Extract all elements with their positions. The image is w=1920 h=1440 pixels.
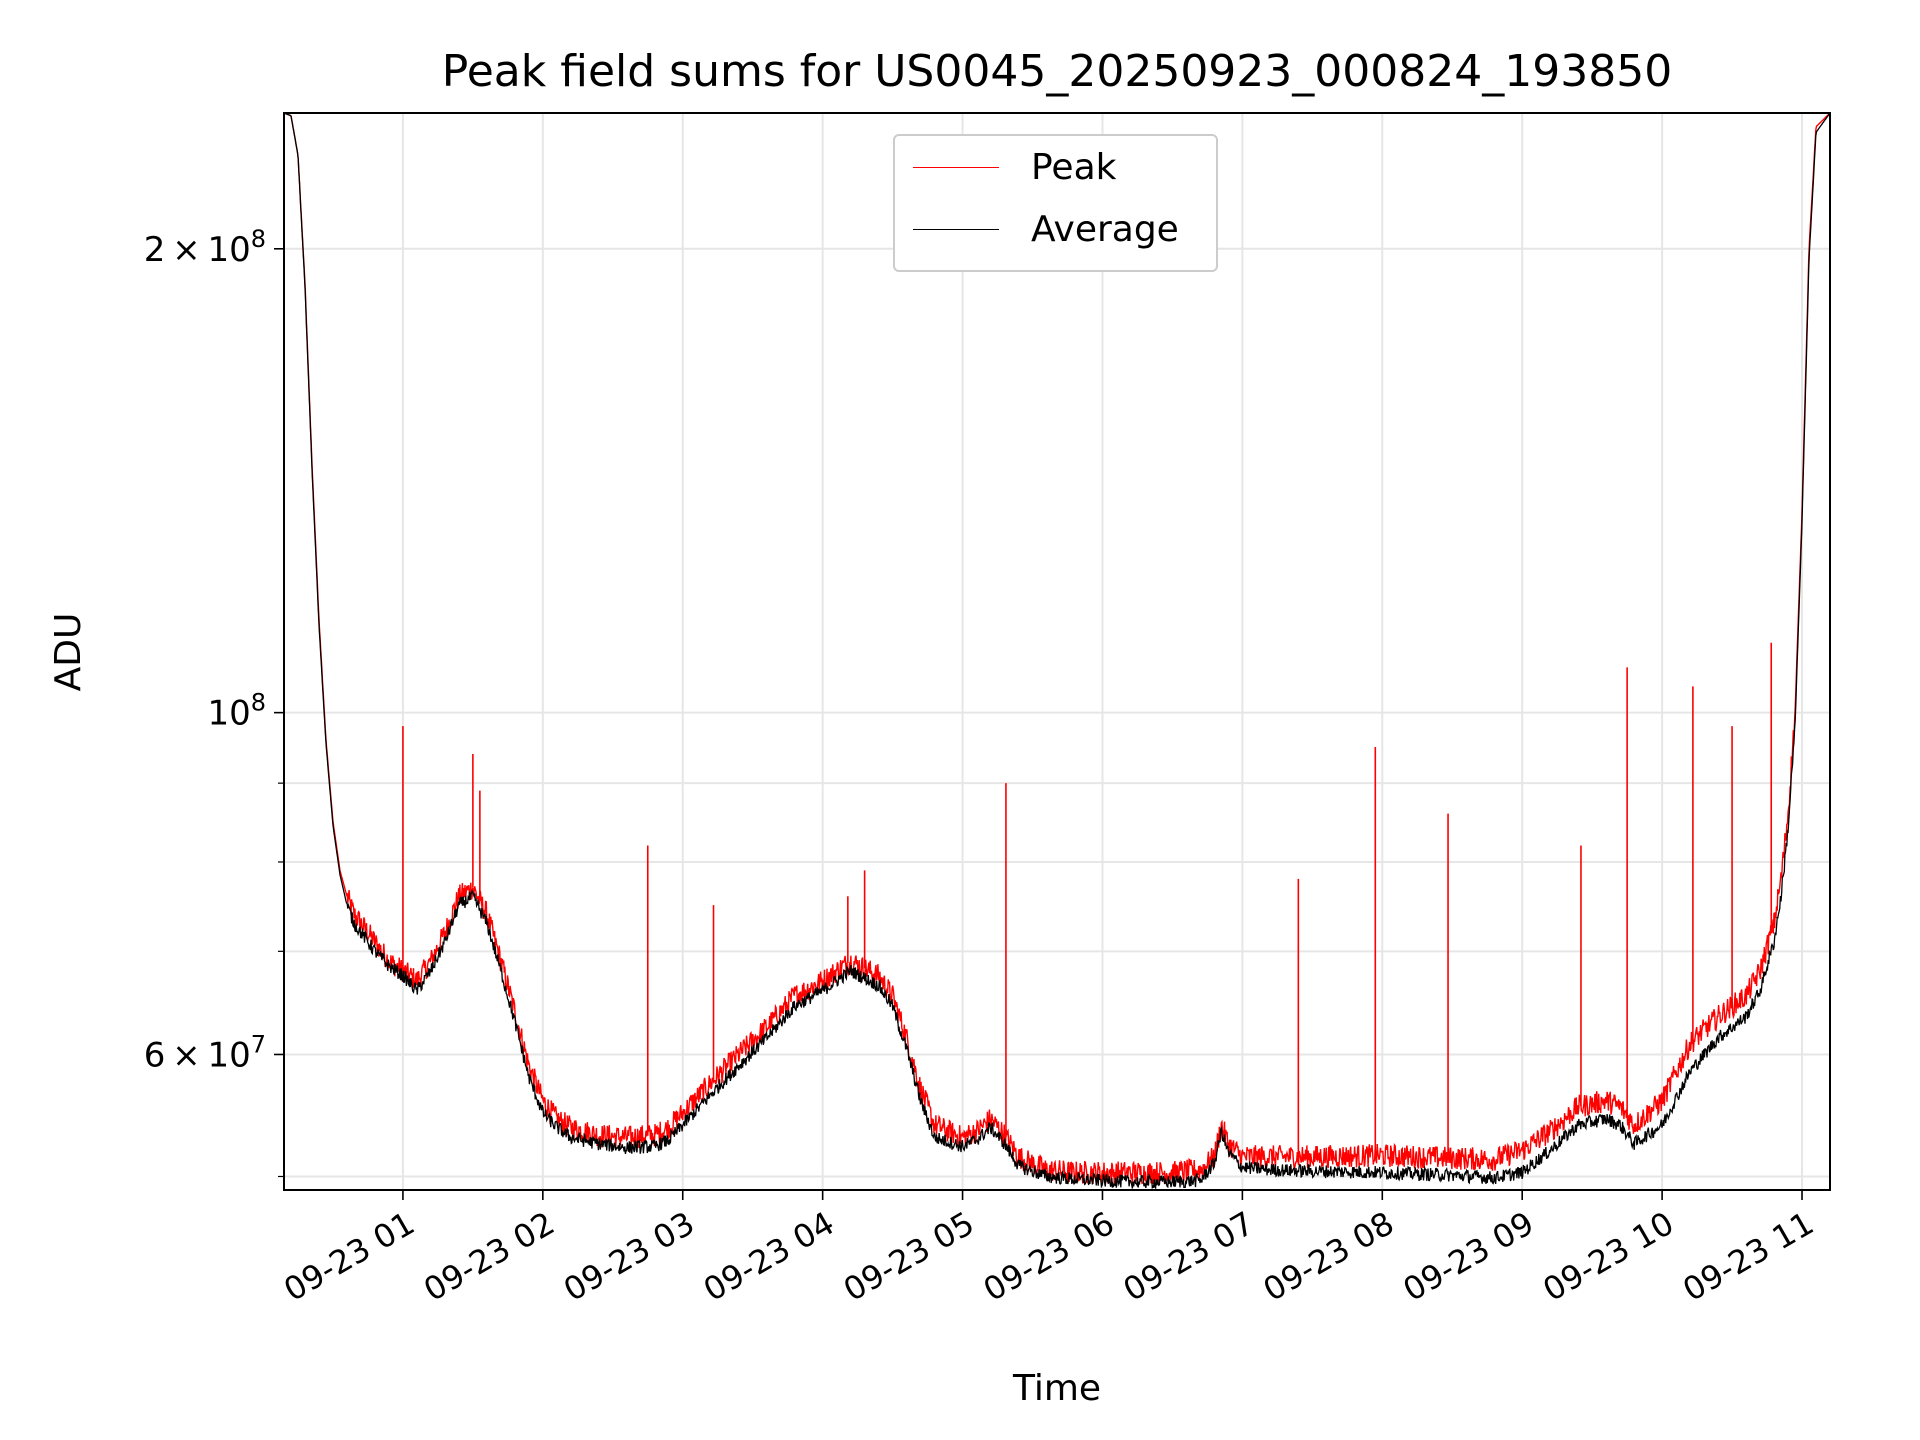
legend-label: Peak — [1031, 147, 1117, 188]
x-axis-label: Time — [1012, 1368, 1101, 1409]
x-tick-label: 09-23 04 — [697, 1204, 841, 1309]
chart-title: Peak field sums for US0045_20250923_0008… — [442, 46, 1672, 97]
x-tick-label: 09-23 08 — [1257, 1204, 1401, 1309]
x-tick-label: 09-23 02 — [417, 1204, 561, 1309]
legend-label: Average — [1031, 209, 1179, 250]
series-line-peak — [283, 112, 1831, 1185]
legend-item-average: Average — [895, 210, 1216, 250]
y-tick-mantissa: 6 — [144, 1035, 166, 1075]
grid-lines — [284, 113, 1830, 1190]
x-tick-label: 09-23 06 — [977, 1204, 1121, 1309]
x-tick-label: 09-23 03 — [557, 1204, 701, 1309]
y-tick-exponent: 8 — [251, 689, 266, 717]
y-tick-label: 2 × 108 — [144, 225, 266, 270]
series-layer — [283, 112, 1831, 1190]
y-tick-mantissa: 2 — [144, 230, 166, 270]
y-tick-exponent: 7 — [251, 1030, 266, 1058]
y-tick-label: 108 — [207, 689, 266, 734]
y-axis: 2 × 108 108 6 × 107 — [144, 225, 284, 1178]
x-tick-label: 09-23 01 — [277, 1204, 421, 1309]
legend-swatch — [913, 229, 999, 230]
x-tick-label: 09-23 09 — [1397, 1204, 1541, 1309]
legend-swatch — [913, 167, 999, 168]
x-tick-label: 09-23 10 — [1537, 1204, 1681, 1309]
x-tick-label: 09-23 11 — [1676, 1204, 1820, 1309]
series-line-average — [283, 112, 1831, 1190]
plot-frame — [283, 112, 1831, 1191]
y-axis-label: ADU — [48, 613, 89, 692]
legend-item-peak: Peak — [895, 148, 1216, 188]
y-tick-exponent: 8 — [251, 225, 266, 253]
legend: Peak Average — [893, 134, 1218, 272]
x-tick-label: 09-23 05 — [837, 1204, 981, 1309]
x-tick-label: 09-23 07 — [1117, 1204, 1261, 1309]
y-tick-label: 6 × 107 — [144, 1030, 266, 1075]
